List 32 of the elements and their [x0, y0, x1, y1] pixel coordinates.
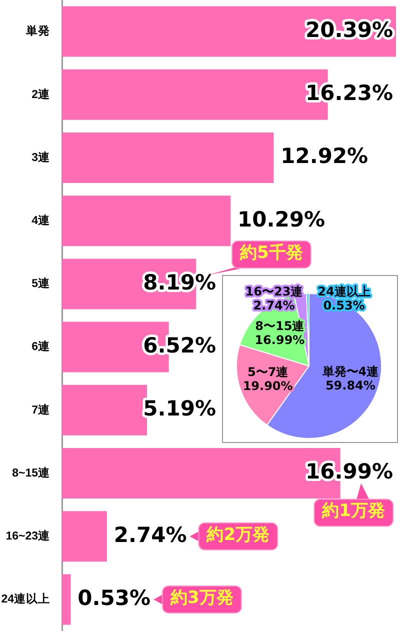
y-tick-label: 単発 — [25, 24, 50, 38]
y-tick-label: 5連 — [32, 276, 50, 290]
bar — [62, 196, 231, 246]
y-tick-label: 8~15連 — [12, 465, 50, 480]
y-tick-label: 16~23連 — [6, 528, 50, 543]
y-tick-label: 3連 — [32, 150, 50, 164]
bar — [62, 511, 107, 562]
data-label: 12.92% — [280, 144, 368, 168]
data-label: 20.39% — [306, 18, 394, 42]
y-tick-label: 7連 — [32, 402, 50, 416]
data-label: 0.53% — [323, 298, 365, 313]
bar — [62, 132, 274, 183]
data-label: 10.29% — [238, 207, 326, 232]
bar — [62, 574, 71, 625]
data-label: 2.74% — [114, 522, 187, 547]
data-label: 16.99% — [254, 332, 305, 347]
slice-label: 単発〜4連 — [321, 364, 380, 378]
data-label: 0.53% — [78, 586, 151, 610]
y-tick-label: 2連 — [32, 86, 50, 101]
slice-label: 16〜23連 — [245, 284, 304, 299]
data-label: 19.90% — [242, 379, 293, 394]
annotation: 約5千発 — [232, 240, 311, 268]
slice-label: 24連以上 — [318, 284, 370, 299]
data-label: 2.74% — [253, 298, 295, 313]
slice-label: 5〜7連 — [247, 365, 290, 380]
y-tick-label: 24連以上 — [1, 592, 50, 606]
annotation: 約1万発 — [314, 499, 393, 526]
slice-label: 8〜15連 — [255, 318, 306, 333]
y-tick-label: 4連 — [32, 213, 50, 228]
bar — [62, 6, 396, 57]
y-tick-label: 6連 — [32, 339, 50, 354]
data-label: 59.84% — [325, 378, 376, 392]
